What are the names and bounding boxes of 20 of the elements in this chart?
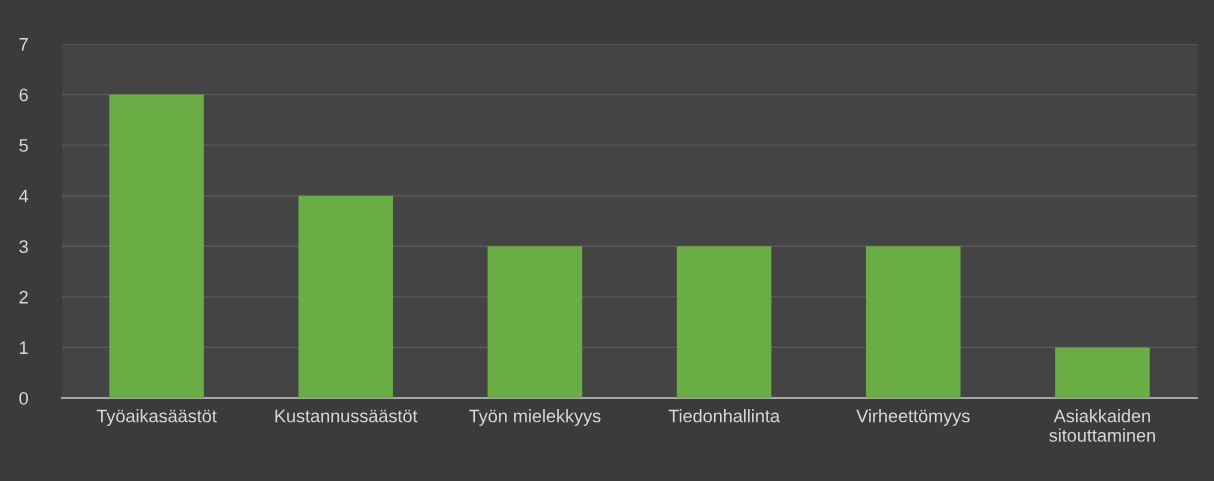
bar [109,94,204,398]
bar [676,246,772,398]
y-tick-label: 7 [19,38,28,51]
y-tick-label: 0 [19,391,28,405]
y-tick-label: 5 [19,139,28,152]
x-tick-label: Virheettömyys [856,409,970,426]
y-tick-label: 3 [19,240,28,254]
x-tick-label: Työn mielekkyys [469,409,601,426]
y-tick-label: 6 [19,88,28,102]
y-tick-label: 4 [19,189,29,203]
x-tick-label: Asiakkaiden sitouttaminen [1049,409,1155,442]
x-tick-label: Kustannussäästöt [275,409,418,423]
x-tick-label: Tiedonhallinta [668,409,780,423]
bar [1055,347,1150,398]
bar [487,246,583,398]
y-tick-label: 1 [20,341,28,354]
y-tick-label: 2 [19,290,28,304]
bar [298,195,394,398]
bar [865,246,961,398]
x-tick-label: Työaikasäästöt [96,409,217,426]
